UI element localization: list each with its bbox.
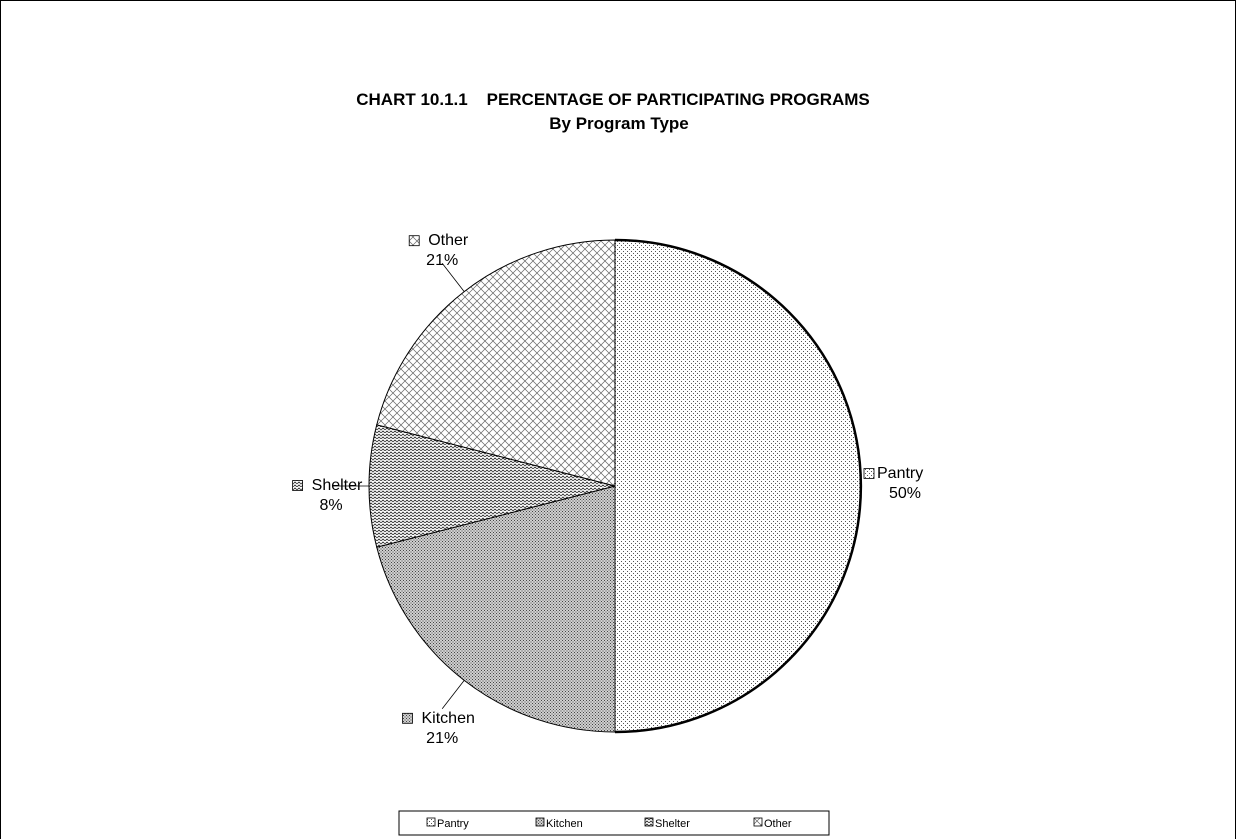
slice-swatch-other bbox=[408, 235, 420, 247]
legend-swatch-pantry bbox=[426, 817, 436, 827]
slice-swatch-kitchen bbox=[402, 712, 413, 724]
legend-item-pantry: Pantry bbox=[426, 817, 469, 830]
slice-value-label: 21% bbox=[426, 252, 458, 269]
legend-label-shelter: Shelter bbox=[655, 818, 690, 830]
slice-label-shelter: Shelter 8% bbox=[292, 477, 363, 514]
slice-value-label: 21% bbox=[426, 730, 458, 747]
slice-label-pantry: Pantry 50% bbox=[863, 465, 923, 502]
slice-category-label: Other bbox=[428, 232, 469, 249]
legend-swatch-shelter bbox=[644, 817, 654, 827]
chart-title: CHART 10.1.1 PERCENTAGE OF PARTICIPATING… bbox=[356, 90, 870, 109]
slice-swatch-shelter bbox=[292, 480, 304, 491]
pie-slice-shelter bbox=[368, 424, 616, 548]
legend-item-other: Other bbox=[753, 817, 792, 830]
legend-label-other: Other bbox=[764, 818, 792, 830]
legend-label-pantry: Pantry bbox=[437, 818, 469, 830]
slice-labels: Pantry 50% Kitchen 21% Shelter 8% Other 21% bbox=[292, 232, 923, 747]
legend-swatch-other bbox=[753, 817, 763, 827]
pie-slice-kitchen bbox=[376, 485, 616, 733]
slice-label-kitchen: Kitchen 21% bbox=[402, 710, 475, 747]
label-leaders bbox=[333, 262, 465, 710]
slice-category-label: Pantry bbox=[877, 465, 923, 482]
leader-line-kitchen bbox=[441, 680, 465, 710]
legend-swatch-kitchen bbox=[535, 817, 545, 827]
leader-line-other bbox=[441, 262, 465, 292]
slice-category-label: Kitchen bbox=[422, 710, 475, 727]
pie-slice-other bbox=[376, 239, 616, 487]
pie-rim bbox=[614, 238, 863, 734]
pie-slices bbox=[368, 238, 863, 734]
legend-item-shelter: Shelter bbox=[644, 817, 690, 830]
slice-value-label: 8% bbox=[319, 497, 342, 514]
pie-slice-pantry bbox=[614, 239, 862, 733]
slice-label-other: Other 21% bbox=[408, 232, 469, 269]
legend-label-kitchen: Kitchen bbox=[546, 818, 583, 830]
legend-item-kitchen: Kitchen bbox=[535, 817, 583, 830]
slice-swatch-pantry bbox=[863, 468, 875, 479]
slice-category-label: Shelter bbox=[312, 477, 363, 494]
legend: Pantry Kitchen Shelter Other bbox=[398, 810, 830, 836]
slice-value-label: 50% bbox=[889, 485, 921, 502]
chart-subtitle: By Program Type bbox=[549, 114, 689, 133]
